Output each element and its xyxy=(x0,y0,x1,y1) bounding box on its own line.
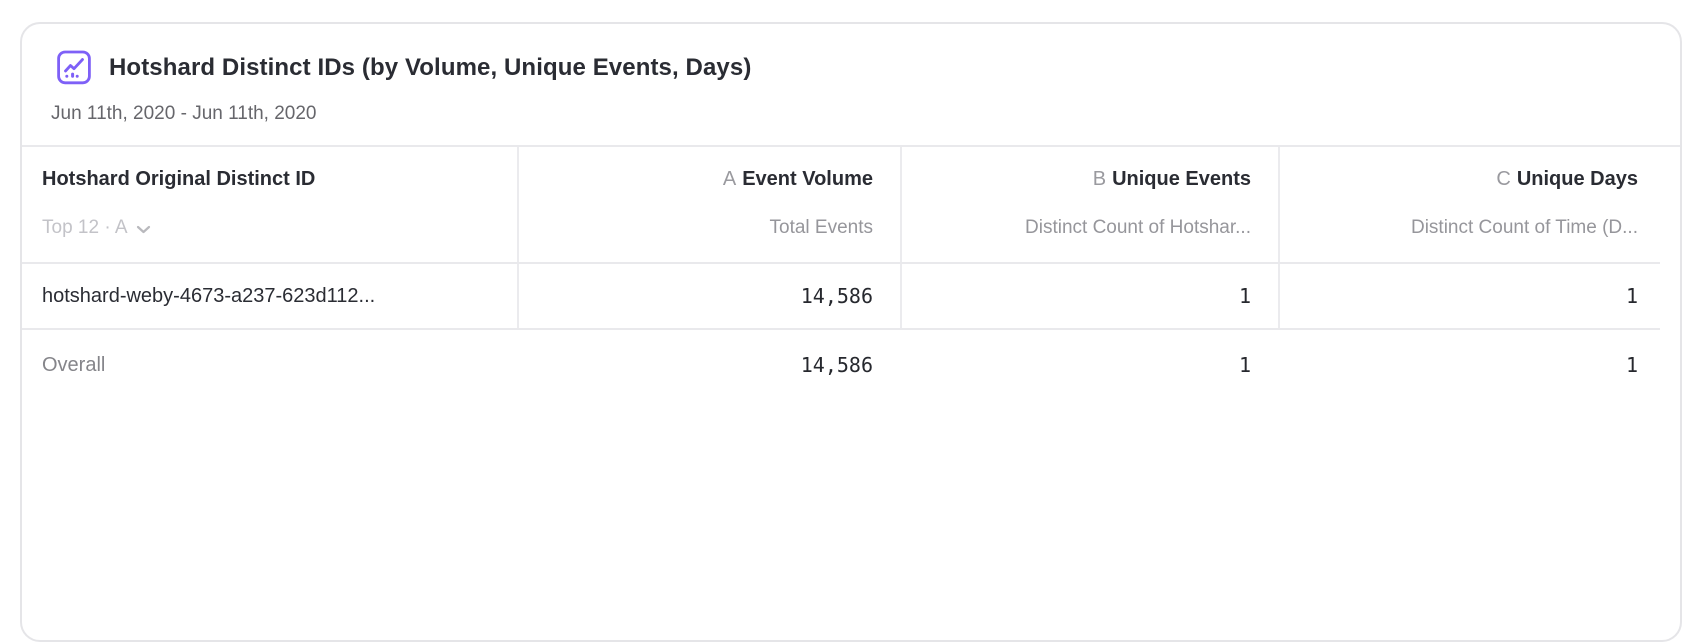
overall-event-volume-value: 14,586 xyxy=(800,353,873,377)
top-n-dropdown[interactable]: Top 12 · A xyxy=(42,217,151,239)
column-label: C Unique Days xyxy=(1496,168,1638,190)
column-header-unique-days[interactable]: C Unique Days Distinct Count of Time (D..… xyxy=(1278,147,1660,262)
series-letter: B xyxy=(1092,168,1107,190)
table-row[interactable]: hotshard-weby-4673-a237-623d112... 14,58… xyxy=(22,264,1660,330)
column-header-unique-events[interactable]: B Unique Events Distinct Count of Hotshar… xyxy=(900,147,1278,262)
series-letter: C xyxy=(1496,168,1511,190)
date-range-label: Jun 11th, 2020 - Jun 11th, 2020 xyxy=(51,103,317,124)
column-label: B Unique Events xyxy=(1092,168,1251,190)
insights-report-card: Hotshard Distinct IDs (by Volume, Unique… xyxy=(20,22,1682,642)
report-card-header: Hotshard Distinct IDs (by Volume, Unique… xyxy=(22,24,1680,145)
column-header-event-volume[interactable]: A Event Volume Total Events xyxy=(517,147,900,262)
line-chart-icon xyxy=(57,50,91,85)
column-label: Hotshard Original Distinct ID xyxy=(42,168,316,190)
series-letter: A xyxy=(722,168,737,190)
chevron-down-icon xyxy=(136,225,151,234)
report-title-row: Hotshard Distinct IDs (by Volume, Unique… xyxy=(57,50,751,85)
distinct-id-value: hotshard-weby-4673-a237-623d112... xyxy=(42,284,376,307)
top-n-label: Top 12 · A xyxy=(42,217,128,238)
overall-unique-events-cell: 1 xyxy=(900,353,1278,377)
overall-label-cell: Overall xyxy=(22,354,517,377)
table-overall-row[interactable]: Overall 14,586 1 1 xyxy=(22,330,1660,400)
overall-label: Overall xyxy=(42,353,106,376)
event-volume-cell[interactable]: 14,586 xyxy=(517,264,900,328)
unique-days-value: 1 xyxy=(1625,284,1638,308)
column-sublabel: Distinct Count of Time (D... xyxy=(1410,217,1638,238)
unique-days-cell[interactable]: 1 xyxy=(1278,264,1660,328)
column-sublabel: Total Events xyxy=(769,217,874,238)
overall-unique-days-cell: 1 xyxy=(1278,353,1660,377)
distinct-id-cell[interactable]: hotshard-weby-4673-a237-623d112... xyxy=(22,285,517,308)
table-header-row: Hotshard Original Distinct ID Top 12 · A… xyxy=(22,147,1660,264)
overall-unique-events-value: 1 xyxy=(1238,353,1251,377)
column-header-distinct-id[interactable]: Hotshard Original Distinct ID Top 12 · A xyxy=(22,147,517,262)
unique-events-cell[interactable]: 1 xyxy=(900,264,1278,328)
column-sublabel: Distinct Count of Hotshar... xyxy=(1025,217,1251,238)
event-volume-value: 14,586 xyxy=(800,284,873,308)
column-label: A Event Volume xyxy=(722,168,873,190)
overall-unique-days-value: 1 xyxy=(1625,353,1638,377)
report-title[interactable]: Hotshard Distinct IDs (by Volume, Unique… xyxy=(109,53,752,81)
overall-event-volume-cell: 14,586 xyxy=(517,353,900,377)
breakdown-table: Hotshard Original Distinct ID Top 12 · A… xyxy=(22,145,1680,400)
unique-events-value: 1 xyxy=(1238,284,1251,308)
